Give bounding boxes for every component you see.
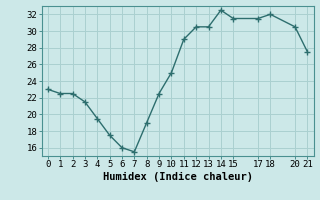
X-axis label: Humidex (Indice chaleur): Humidex (Indice chaleur) xyxy=(103,172,252,182)
